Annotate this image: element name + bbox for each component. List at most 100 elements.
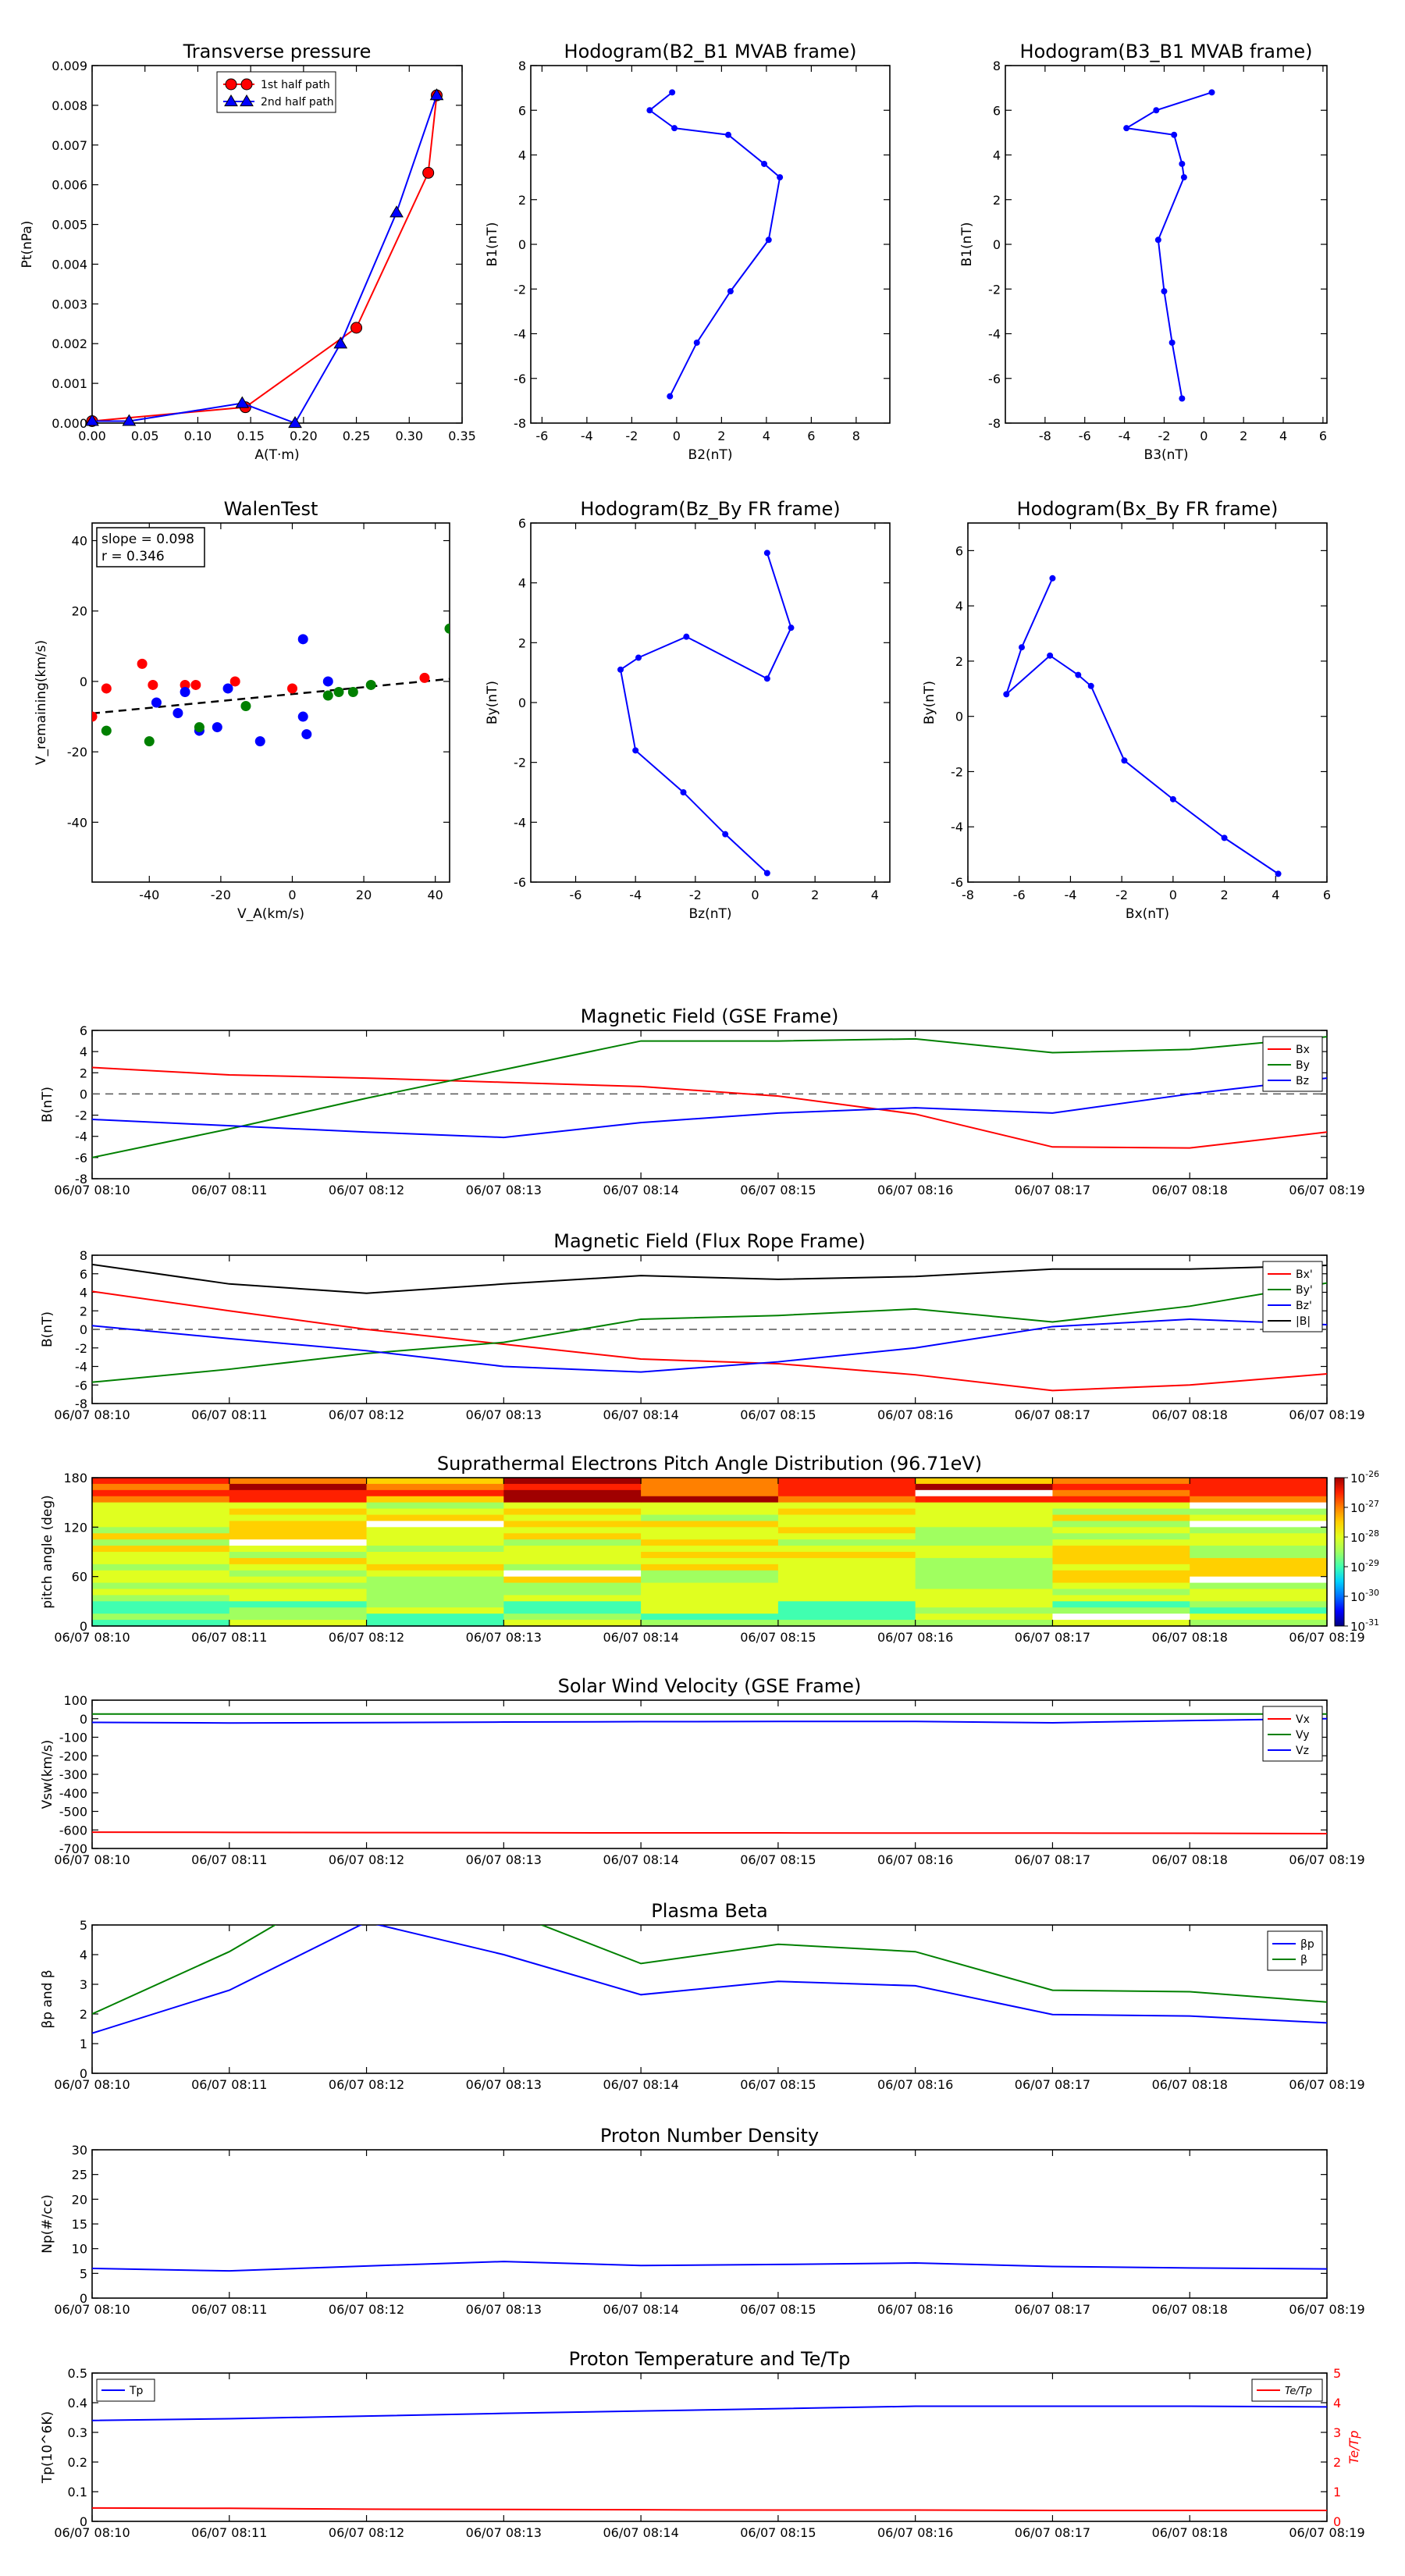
heatmap-cell — [92, 1589, 230, 1596]
heatmap-cell — [229, 1595, 368, 1602]
data-point — [1171, 131, 1178, 138]
y-tick-label: -2 — [75, 1108, 87, 1123]
x-axis-label: Bx(nT) — [1126, 906, 1169, 922]
heatmap-cell — [503, 1514, 642, 1522]
heatmap-cell — [641, 1508, 779, 1516]
y-tick-label: -8 — [514, 416, 526, 431]
x-tick-label: -6 — [570, 888, 582, 902]
x-tick-label: -4 — [629, 888, 642, 902]
data-point — [763, 870, 770, 877]
y-tick-label: 0.5 — [68, 2366, 87, 2381]
data-point — [1003, 691, 1010, 698]
series-line-0 — [92, 1831, 1327, 1834]
data-point — [85, 414, 99, 426]
y-right-axis-label: Te/Tp — [1346, 2431, 1361, 2464]
x-tick-label: 4 — [1272, 888, 1279, 902]
x-tick-label: 2 — [717, 429, 725, 443]
x-tick-label: 06/07 08:18 — [1152, 1852, 1228, 1867]
heatmap-cell — [503, 1589, 642, 1596]
x-tick-label: 06/07 08:12 — [329, 1852, 404, 1867]
y-tick-label: 5 — [80, 2266, 87, 2281]
x-tick-label: 06/07 08:15 — [740, 2302, 816, 2317]
heatmap-cell — [229, 1533, 368, 1540]
heatmap-cell — [366, 1496, 504, 1503]
legend-label: Tp — [129, 2385, 144, 2397]
x-tick-label: 2 — [1220, 888, 1228, 902]
y-tick-label: -6 — [514, 875, 526, 890]
data-point — [1047, 652, 1054, 659]
x-tick-label: 06/07 08:14 — [603, 1630, 678, 1645]
y-axis-label: B1(nT) — [485, 222, 500, 267]
heatmap-cell — [229, 1564, 368, 1571]
y-tick-label: 4 — [80, 1044, 87, 1059]
y-tick-label: 60 — [72, 1570, 87, 1585]
chart-title: WalenTest — [224, 498, 318, 520]
data-point — [727, 288, 734, 295]
heatmap-cell — [1052, 1478, 1190, 1485]
heatmap-cell — [1190, 1582, 1328, 1590]
heatmap-cell — [1190, 1576, 1328, 1584]
y-tick-label: 0.007 — [52, 138, 87, 153]
legend-marker — [240, 78, 253, 91]
heatmap-cell — [1190, 1539, 1328, 1546]
data-point — [1123, 125, 1130, 132]
heatmap-cell — [641, 1620, 779, 1627]
data-point — [389, 205, 404, 218]
x-tick-label: 06/07 08:10 — [54, 1183, 130, 1197]
y-axis-label: By(nT) — [922, 681, 937, 724]
heatmap-cell — [641, 1514, 779, 1522]
panel-h2: Hodogram(B3_B1 MVAB frame) -8 -6 -4 -2 0 2 4 6 8 -… — [959, 41, 1328, 463]
heatmap-cell — [92, 1478, 230, 1485]
heatmap-cell — [229, 1502, 368, 1510]
x-tick-label: 06/07 08:11 — [191, 2077, 267, 2092]
heatmap-cell — [777, 1533, 916, 1540]
slope-annotation: slope = 0.098 — [101, 532, 194, 547]
y-tick-label: -40 — [67, 815, 87, 830]
heatmap-cell — [915, 1508, 1054, 1516]
heatmap-cell — [92, 1502, 230, 1510]
y-tick-label: 4 — [518, 576, 526, 591]
legend-label: 2nd half path — [261, 96, 334, 109]
legend-label: Vx — [1296, 1713, 1310, 1726]
x-tick-label: 06/07 08:12 — [329, 1630, 404, 1645]
x-tick-label: 06/07 08:11 — [191, 1630, 267, 1645]
heatmap-cell — [1190, 1483, 1328, 1491]
x-tick-label: 06/07 08:16 — [877, 2302, 953, 2317]
x-tick-label: -8 — [1039, 429, 1051, 443]
heatmap-cell — [229, 1557, 368, 1565]
data-point — [632, 747, 639, 754]
legend-label: 1st half path — [261, 79, 330, 91]
heatmap-cell — [366, 1502, 504, 1510]
heatmap-cell — [92, 1483, 230, 1491]
heatmap-cell — [503, 1527, 642, 1534]
y-tick-label: 0.009 — [52, 59, 87, 73]
heatmap-cell — [229, 1514, 368, 1522]
heatmap-cell — [92, 1539, 230, 1546]
heatmap-cell — [92, 1564, 230, 1571]
x-tick-label: 06/07 08:10 — [54, 2525, 130, 2540]
y-axis-label: V_remaining(km/s) — [34, 640, 49, 765]
x-tick-label: 06/07 08:19 — [1289, 1852, 1364, 1867]
chart-title: Magnetic Field (GSE Frame) — [581, 1005, 839, 1027]
data-point — [1179, 160, 1186, 167]
data-point — [667, 393, 674, 400]
fit-line — [92, 678, 450, 715]
data-point — [288, 416, 302, 429]
heatmap-cell — [641, 1595, 779, 1602]
heatmap-cell — [229, 1570, 368, 1578]
x-tick-label: 06/07 08:18 — [1152, 1183, 1228, 1197]
y-tick-label: 3 — [80, 1977, 87, 1992]
heatmap-cell — [641, 1489, 779, 1497]
x-tick-label: 06/07 08:13 — [466, 1852, 542, 1867]
scatter-point — [322, 676, 333, 687]
heatmap-cell — [1052, 1570, 1190, 1578]
y-tick-label: -8 — [988, 416, 1001, 431]
heatmap-cell — [1190, 1496, 1328, 1503]
heatmap-cell — [1190, 1589, 1328, 1596]
y-tick-label: 20 — [72, 604, 87, 619]
x-axis-label: Bz(nT) — [688, 906, 731, 922]
plot-frame — [91, 1477, 1328, 1627]
legend-label: By — [1296, 1059, 1310, 1072]
x-tick-label: 06/07 08:18 — [1152, 2077, 1228, 2092]
